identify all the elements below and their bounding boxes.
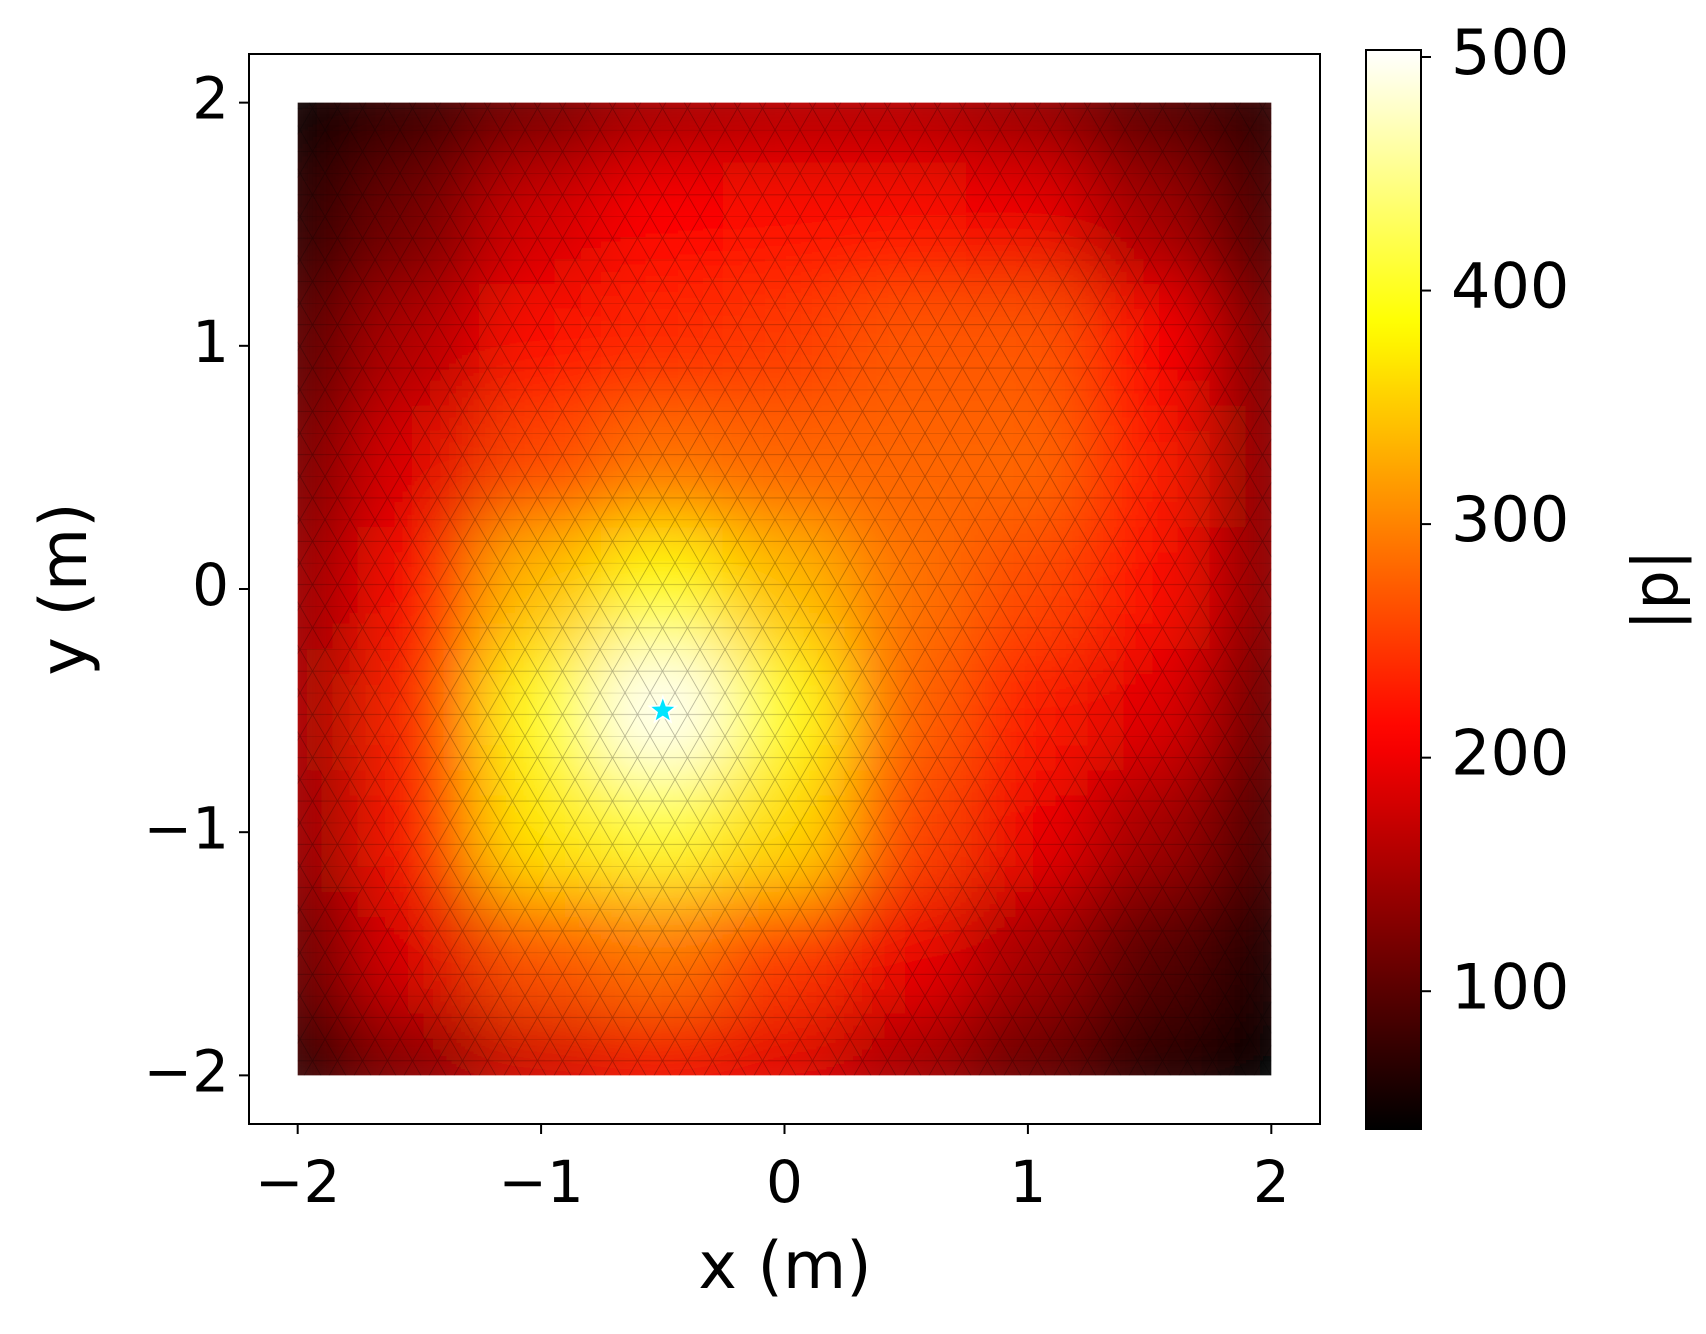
x-tick-label: 2 — [1253, 1148, 1290, 1216]
colorbar-tick-label: 200 — [1451, 717, 1569, 790]
colorbar-label: |p| — [1619, 549, 1693, 630]
y-tick-label: −2 — [144, 1037, 230, 1105]
y-tick-label: 1 — [192, 308, 229, 376]
x-tick-label: 1 — [1009, 1148, 1046, 1216]
y-tick-label: 2 — [192, 65, 229, 133]
colorbar-tick-label: 400 — [1451, 250, 1569, 323]
x-axis-label: x (m) — [698, 1229, 871, 1304]
y-tick-label: −1 — [144, 794, 230, 862]
x-tick-label: −1 — [498, 1148, 584, 1216]
colorbar-tick-label: 300 — [1451, 483, 1569, 556]
y-axis-label: y (m) — [27, 502, 102, 675]
x-tick-label: −2 — [255, 1148, 341, 1216]
mesh — [297, 102, 1272, 1076]
colorbar-tick-label: 100 — [1451, 950, 1569, 1023]
source-marker — [647, 694, 679, 724]
colorbar-tick-label: 500 — [1451, 16, 1569, 89]
colorbar — [1365, 49, 1422, 1130]
x-tick-label: 0 — [766, 1148, 803, 1216]
y-tick-label: 0 — [192, 551, 229, 619]
